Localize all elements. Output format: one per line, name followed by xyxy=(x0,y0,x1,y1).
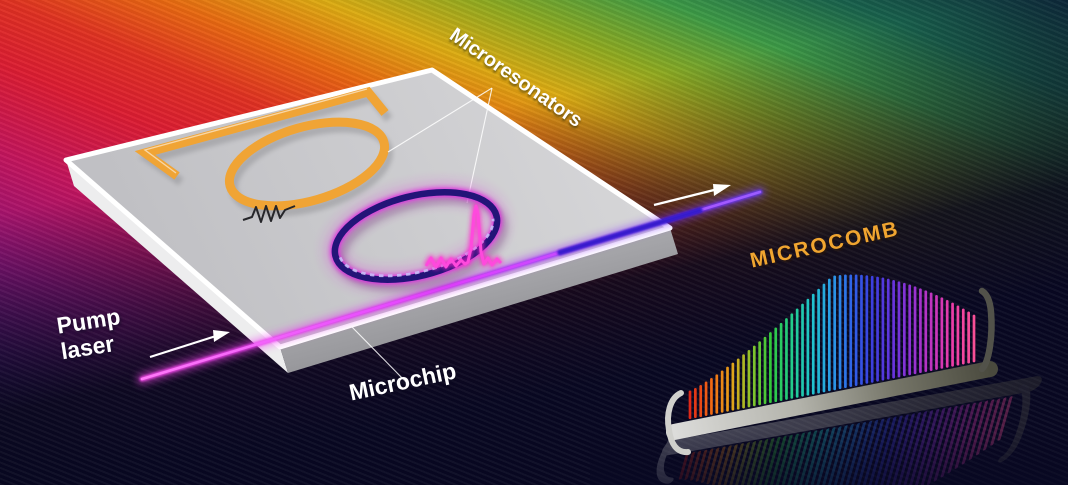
purple-microresonator xyxy=(326,183,507,291)
pump-laser-label: Pump laser xyxy=(55,303,126,365)
output-direction-arrow-icon xyxy=(653,184,731,207)
beam-dark-segment xyxy=(557,207,703,256)
comb-right-end-tooth xyxy=(978,287,995,373)
comb-left-end-tooth xyxy=(665,390,691,456)
chip-right-face xyxy=(280,228,678,373)
pump-direction-arrow-icon xyxy=(149,330,230,359)
microresonators-leader-line-purple xyxy=(466,87,493,204)
orange-waveguide-highlight xyxy=(143,88,368,174)
purple-ring-core xyxy=(331,189,501,283)
microcomb-spectrum xyxy=(590,274,1068,485)
orange-bus-waveguide xyxy=(134,86,389,180)
pump-laser-beam xyxy=(136,186,766,385)
soliton-pulse xyxy=(423,203,504,270)
microchip-leader-line xyxy=(351,326,408,384)
chip-left-face xyxy=(66,160,288,373)
microresonators-leader-line-orange xyxy=(387,87,493,153)
pump-wave-icon xyxy=(242,205,296,223)
leader-lines xyxy=(351,87,493,384)
orange-ring xyxy=(224,117,390,211)
comb-spine xyxy=(666,361,998,440)
soliton-core xyxy=(424,204,503,269)
reflection-fade xyxy=(590,428,1068,485)
orange-microresonator xyxy=(134,86,394,217)
comb-teeth xyxy=(688,274,976,420)
